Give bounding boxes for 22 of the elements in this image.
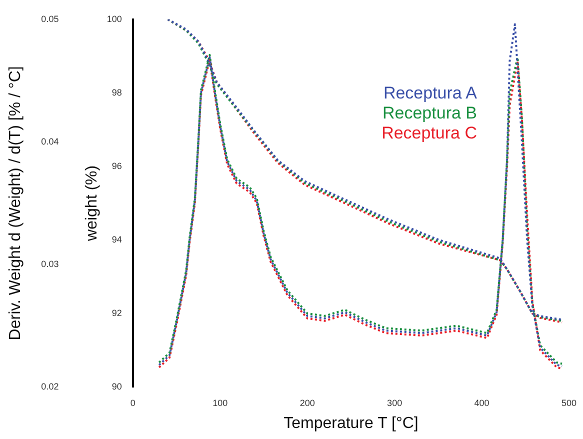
y-tick-label: 96 (112, 160, 122, 171)
text: Receptura B (382, 104, 477, 123)
x-tick-label: 200 (300, 398, 315, 408)
y-tick-label: 100 (106, 14, 122, 24)
y2-tick-label: 0.03 (41, 258, 59, 269)
y-tick-label: 98 (112, 87, 122, 98)
x-tick-label: 400 (474, 398, 490, 408)
y-tick-label: 94 (112, 234, 122, 244)
x-tick-label: 300 (387, 398, 402, 408)
y-tick-label: 90 (112, 381, 122, 392)
y2-tick-label: 0.02 (41, 381, 59, 392)
y-tick-label: 92 (112, 308, 122, 318)
text: Receptura C (382, 124, 477, 143)
x-tick-label: 100 (212, 398, 228, 408)
y2-axis-title: Deriv. Weight d (Weight) / d(T) [% / °C] (7, 66, 24, 340)
x-tick-label: 0 (130, 398, 136, 408)
x-tick-label: 500 (561, 398, 577, 408)
text: Receptura A (383, 84, 478, 103)
y-axis-title: weight (%) (84, 165, 101, 242)
y2-tick-label: 0.04 (41, 136, 59, 146)
y2-tick-label: 0.05 (41, 14, 59, 24)
x-axis-title: Temperature T [°C] (284, 414, 418, 432)
